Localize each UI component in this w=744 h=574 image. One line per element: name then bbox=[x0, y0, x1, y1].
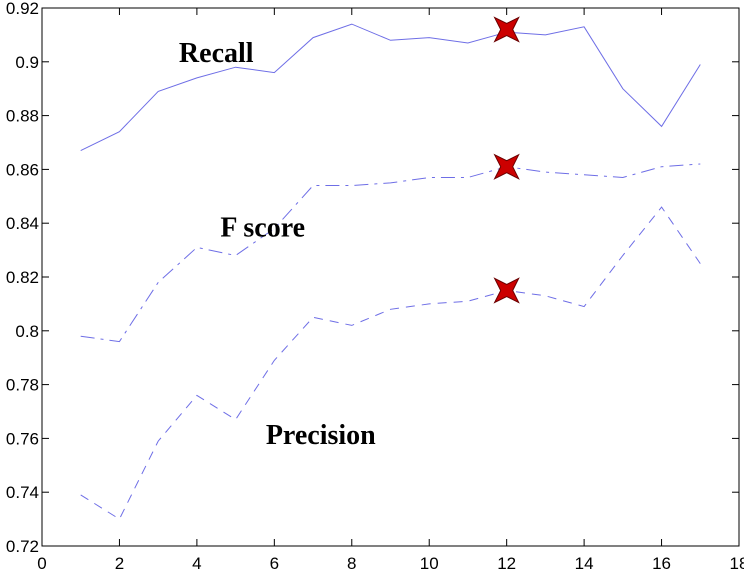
y-tick-label: 0.86 bbox=[6, 160, 39, 179]
x-tick-label: 6 bbox=[270, 554, 279, 573]
x-tick-label: 10 bbox=[420, 554, 439, 573]
series-line-recall bbox=[80, 23, 701, 152]
y-tick-label: 0.84 bbox=[6, 214, 39, 233]
x-tick-label: 12 bbox=[497, 554, 516, 573]
annotation-recall: Recall bbox=[179, 38, 254, 69]
y-tick-label: 0.82 bbox=[6, 268, 39, 287]
y-tick-label: 0.78 bbox=[6, 376, 39, 395]
annotation-precision: Precision bbox=[266, 420, 376, 451]
y-tick-label: 0.88 bbox=[6, 107, 39, 126]
y-tick-label: 0.76 bbox=[6, 429, 39, 448]
x-tick-label: 8 bbox=[347, 554, 356, 573]
x-tick-label: 16 bbox=[652, 554, 671, 573]
x-tick-label: 14 bbox=[575, 554, 594, 573]
star-markers bbox=[493, 16, 520, 304]
x-tick-label: 2 bbox=[115, 554, 124, 573]
y-tick-label: 0.92 bbox=[6, 0, 39, 18]
series-line-f-score bbox=[80, 163, 701, 343]
star-marker-f-score bbox=[493, 153, 520, 180]
series-line-precision bbox=[80, 206, 701, 520]
y-tick-label: 0.9 bbox=[15, 53, 39, 72]
series-annotations: Recall F score Precision bbox=[179, 38, 376, 451]
star-marker-recall bbox=[493, 16, 520, 43]
tick-labels: 0 2 4 6 8 10 12 14 16 18 0.72 0.74 0.76 0.78 0.8 0.82 0.… bbox=[6, 0, 744, 573]
x-tick-label: 18 bbox=[730, 554, 744, 573]
y-tick-label: 0.74 bbox=[6, 483, 39, 502]
x-tick-label: 0 bbox=[37, 554, 46, 573]
series-lines bbox=[80, 23, 701, 520]
y-tick-label: 0.72 bbox=[6, 537, 39, 556]
plot-frame bbox=[41, 7, 740, 547]
tick-marks bbox=[41, 7, 740, 547]
star-marker-precision bbox=[493, 277, 520, 304]
x-tick-label: 4 bbox=[192, 554, 201, 573]
y-tick-label: 0.8 bbox=[15, 322, 39, 341]
annotation-f-score: F score bbox=[220, 213, 305, 244]
